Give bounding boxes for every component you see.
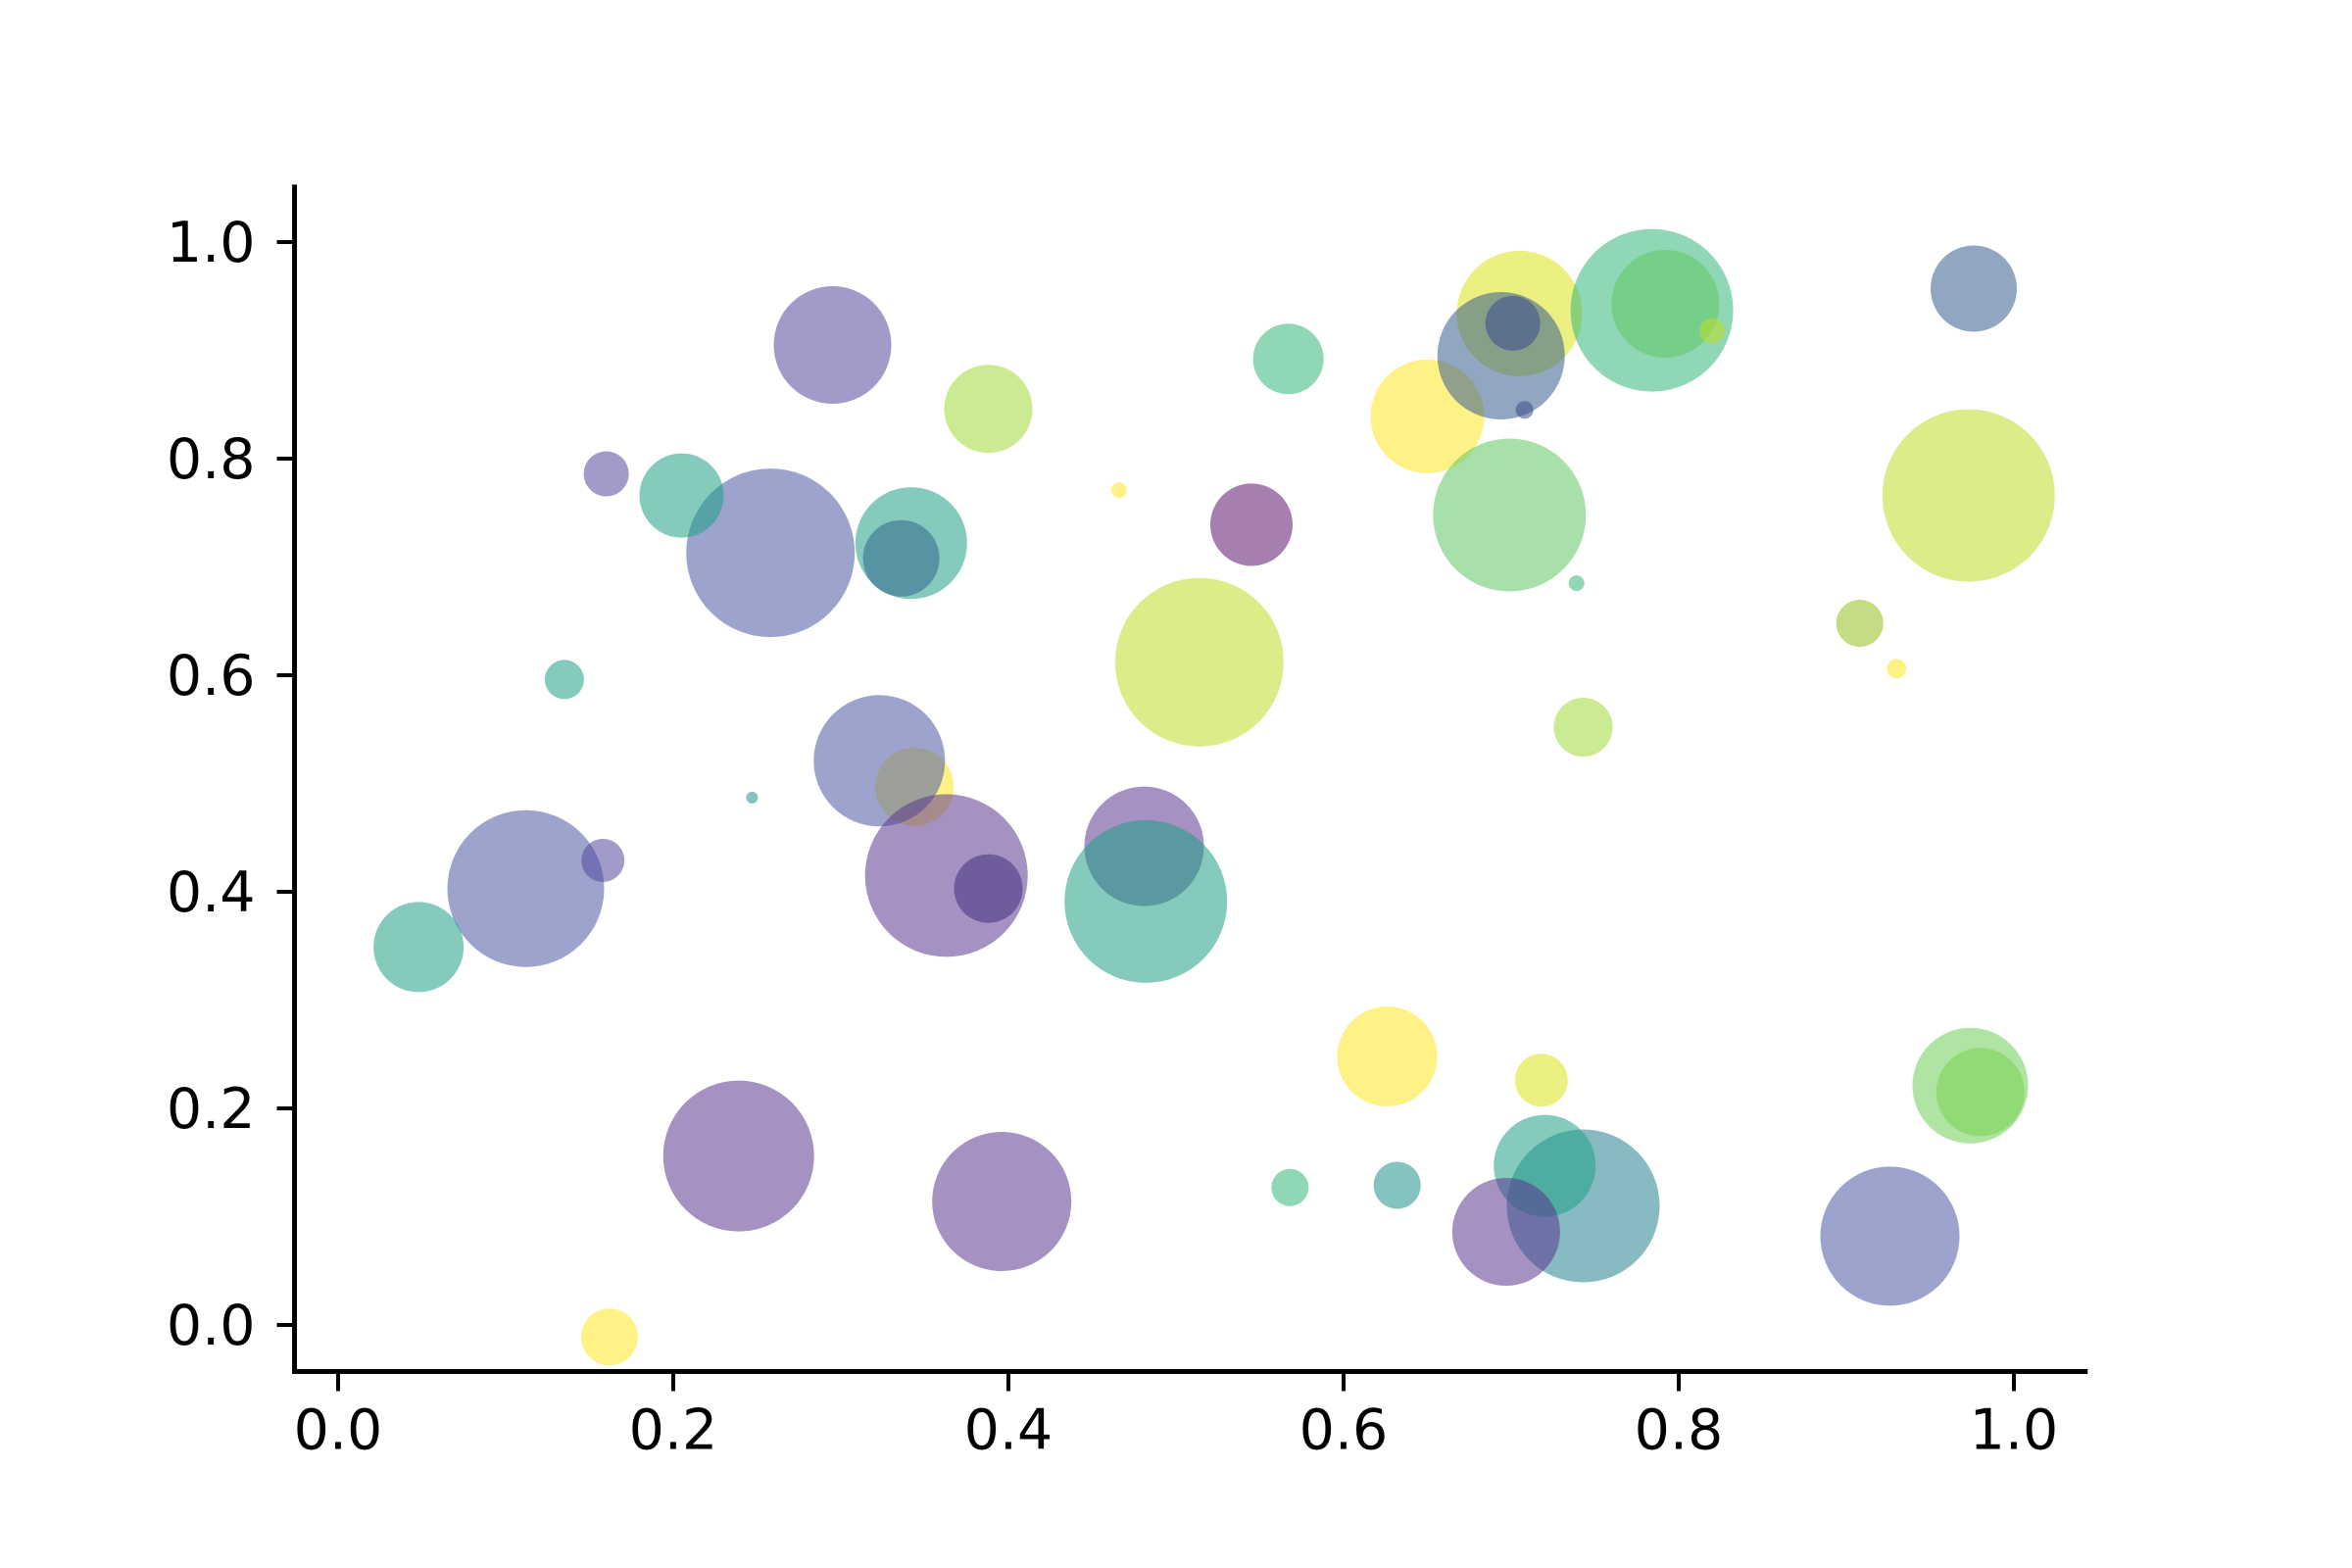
bubble-point [1064, 819, 1228, 983]
y-tick-label: 0.6 [167, 644, 256, 709]
bubble-point [746, 791, 759, 804]
bubble-point [544, 660, 584, 700]
bubble-point [932, 1132, 1072, 1271]
bubble-point [686, 468, 856, 638]
bubble-point [1886, 659, 1907, 679]
bubble-point [1611, 250, 1720, 358]
bubble-point [1931, 245, 2017, 332]
y-tick-label: 0.0 [167, 1294, 256, 1358]
bubble-point [639, 453, 724, 538]
y-tick-label: 1.0 [167, 211, 256, 275]
y-tick-label: 0.8 [167, 427, 256, 492]
bubble-point [1110, 482, 1127, 498]
x-tick-label: 0.8 [1635, 1398, 1724, 1463]
bubble-point [662, 1080, 814, 1232]
bubble-point [373, 902, 465, 993]
bubble-point [773, 286, 892, 404]
bubble-point [1252, 323, 1324, 395]
bubble-point [1433, 438, 1587, 592]
bubble-point [1337, 1006, 1438, 1106]
bubble-point [447, 809, 605, 967]
bubble-point [1699, 318, 1726, 344]
bubble-point [581, 839, 625, 882]
x-tick-label: 0.6 [1299, 1398, 1389, 1463]
bubble-point [813, 695, 946, 827]
x-tick-label: 0.2 [629, 1398, 718, 1463]
bubble-point [1515, 401, 1534, 419]
bubble-point [1451, 1178, 1560, 1286]
bubble-point [1514, 1054, 1568, 1107]
x-tick-label: 0.4 [964, 1398, 1054, 1463]
bubble-point [581, 1308, 638, 1366]
bubble-point [1210, 483, 1293, 566]
x-tick-label: 0.0 [294, 1398, 383, 1463]
bubble-point [583, 451, 629, 497]
bubble-point [1568, 575, 1585, 592]
bubble-point [1114, 577, 1284, 747]
bubble-point [1820, 1166, 1960, 1306]
bubble-point [1836, 600, 1884, 647]
bubble-point [1553, 698, 1613, 757]
bubble-point [1936, 1048, 2025, 1137]
x-tick-label: 1.0 [1970, 1398, 2059, 1463]
bubble-point [944, 365, 1033, 454]
bubble-point [1485, 295, 1541, 351]
bubble-point [1373, 1161, 1421, 1209]
y-tick-label: 0.4 [167, 860, 256, 925]
bubble-point [954, 854, 1023, 923]
bubble-point [1271, 1168, 1309, 1206]
bubble-point [862, 519, 940, 597]
y-tick-label: 0.2 [167, 1077, 256, 1142]
bubble-point [1882, 409, 2055, 582]
